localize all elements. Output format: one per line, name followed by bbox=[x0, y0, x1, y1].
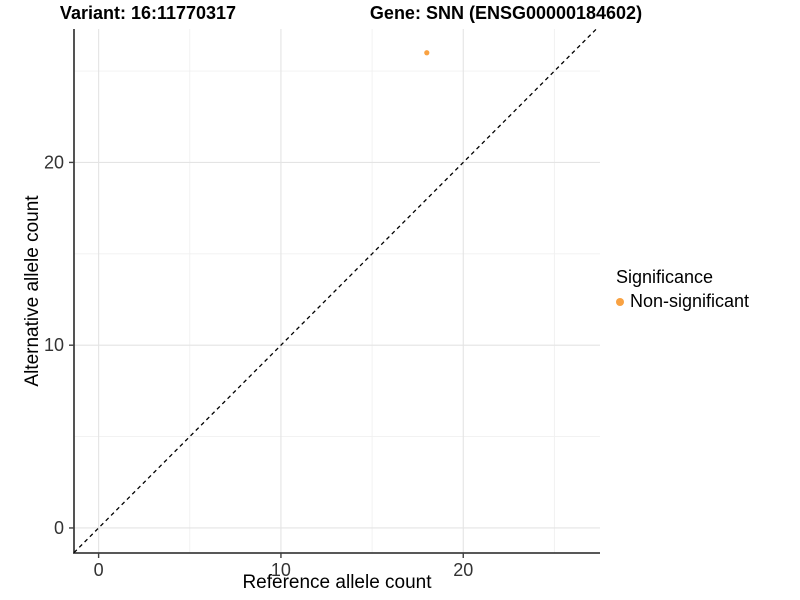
y-axis-label: Alternative allele count bbox=[22, 195, 43, 387]
legend-title: Significance bbox=[616, 267, 714, 287]
legend-item-label: Non-significant bbox=[630, 291, 750, 311]
y-tick-label: 10 bbox=[44, 335, 64, 355]
y-tick-label: 20 bbox=[44, 152, 64, 172]
plot-title-gene: Gene: SNN (ENSG00000184602) bbox=[369, 3, 643, 23]
x-tick-label: 10 bbox=[271, 560, 291, 580]
legend-point-icon bbox=[616, 297, 624, 306]
plot-title-variant: Variant: 16:11770317 bbox=[59, 3, 237, 23]
legend-item: Non-significant bbox=[616, 291, 749, 312]
data-point bbox=[424, 50, 430, 56]
y-tick-label: 0 bbox=[54, 518, 64, 538]
identity-reference-line bbox=[73, 28, 597, 554]
x-tick-label: 0 bbox=[94, 560, 104, 580]
legend: Significance Non-significant bbox=[616, 267, 749, 312]
x-tick-label: 20 bbox=[453, 560, 473, 580]
x-axis-label: Reference allele count bbox=[242, 572, 432, 593]
